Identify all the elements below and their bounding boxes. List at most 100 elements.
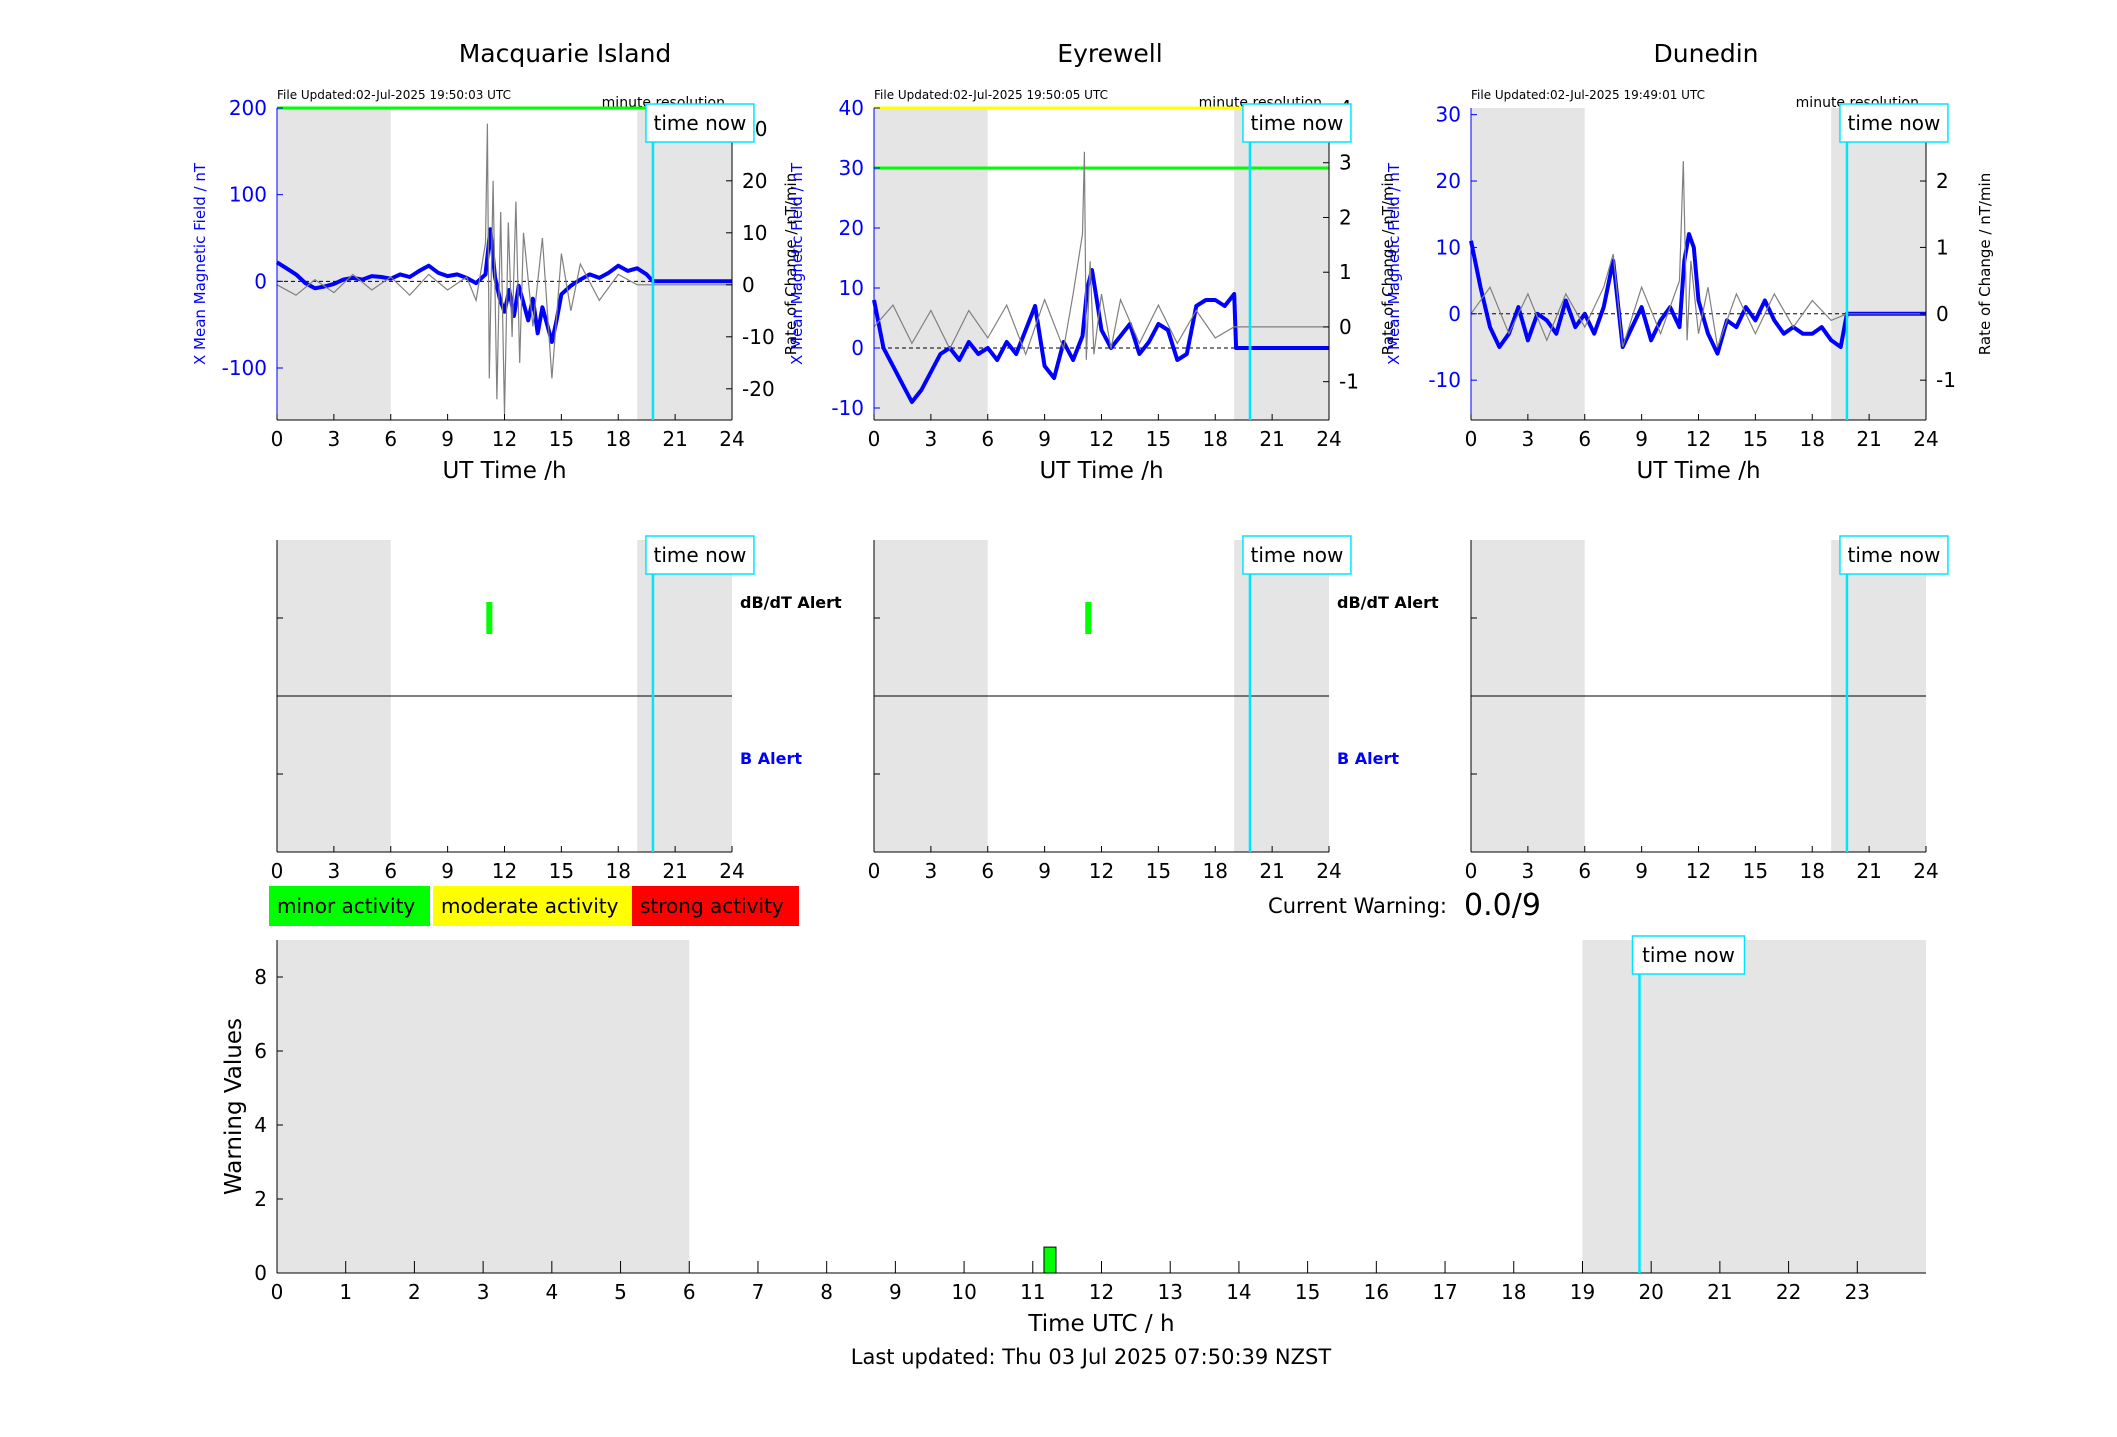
x-tick-label: 18 bbox=[1800, 859, 1825, 883]
x-tick-label: 15 bbox=[1743, 859, 1768, 883]
time-now-box bbox=[1839, 535, 1949, 575]
x-tick-label: 5 bbox=[614, 1280, 627, 1304]
legend-strong-label: strong activity bbox=[640, 894, 784, 918]
x-tick-label: 9 bbox=[1038, 859, 1051, 883]
x-tick-label: 6 bbox=[1578, 427, 1591, 451]
file-updated-eyrewell: File Updated:02-Jul-2025 19:50:05 UTC bbox=[874, 88, 1108, 102]
x-tick-label: 0 bbox=[868, 427, 881, 451]
x-tick-label: 12 bbox=[492, 427, 517, 451]
x-tick-label: 4 bbox=[545, 1280, 558, 1304]
last-updated: Last updated: Thu 03 Jul 2025 07:50:39 N… bbox=[851, 1345, 1332, 1369]
time-now-tag: time now bbox=[1631, 935, 1746, 975]
y-tick-label: 4 bbox=[254, 1113, 267, 1137]
y-tick-label-left: 0 bbox=[254, 269, 267, 293]
x-tick-label: 19 bbox=[1570, 1280, 1595, 1304]
rate-of-change-series bbox=[1470, 161, 1926, 348]
x-tick-label: 3 bbox=[328, 427, 341, 451]
x-tick-label: 3 bbox=[1522, 427, 1535, 451]
legend-minor-label: minor activity bbox=[277, 894, 415, 918]
night-shade bbox=[1471, 108, 1585, 420]
y-tick-label-left: -10 bbox=[1428, 368, 1461, 392]
rate-of-change-series bbox=[276, 123, 732, 415]
y-tick-label-right: -10 bbox=[742, 325, 775, 349]
x-tick-label: 3 bbox=[925, 427, 938, 451]
x-tick-label: 9 bbox=[1635, 859, 1648, 883]
y-tick-label-right: -1 bbox=[1936, 368, 1956, 392]
x-tick-label: 1 bbox=[339, 1280, 352, 1304]
time-now-label: time now bbox=[1848, 543, 1941, 567]
legend-strong-swatch bbox=[632, 886, 799, 926]
time-now-box bbox=[1839, 103, 1949, 143]
x-tick-label: 2 bbox=[408, 1280, 421, 1304]
legend-moderate-swatch bbox=[433, 886, 632, 926]
x-tick-label: 12 bbox=[1089, 427, 1114, 451]
activity-legend: minor activity moderate activity strong … bbox=[269, 886, 799, 926]
time-now-box bbox=[1631, 935, 1746, 975]
x-tick-label: 6 bbox=[683, 1280, 696, 1304]
y-tick-label-left: 0 bbox=[1448, 302, 1461, 326]
time-now-label: time now bbox=[654, 543, 747, 567]
x-tick-label: 14 bbox=[1226, 1280, 1251, 1304]
x-tick-label: 24 bbox=[719, 859, 744, 883]
y-tick-label-left: 200 bbox=[229, 96, 267, 120]
y-tick-label-left: 20 bbox=[1436, 169, 1461, 193]
y-tick-label-right: 10 bbox=[742, 221, 767, 245]
x-tick-label: 12 bbox=[1686, 859, 1711, 883]
y-tick-label-left: -100 bbox=[222, 356, 267, 380]
dbdt-alert-mark bbox=[486, 602, 493, 634]
y-tick-label-right: 1 bbox=[1339, 260, 1352, 284]
x-tick-label: 20 bbox=[1638, 1280, 1663, 1304]
y-tick-label-left: 100 bbox=[229, 183, 267, 207]
x-tick-label: 0 bbox=[271, 427, 284, 451]
x-tick-label: 6 bbox=[384, 427, 397, 451]
y-tick-label-left: 40 bbox=[839, 96, 864, 120]
y-axis-label-left: X Mean Magnetic Field / nT bbox=[191, 162, 209, 365]
time-now-box bbox=[1242, 103, 1352, 143]
x-tick-label: 17 bbox=[1432, 1280, 1457, 1304]
x-tick-label: 22 bbox=[1776, 1280, 1801, 1304]
x-tick-label: 3 bbox=[925, 859, 938, 883]
x-tick-label: 13 bbox=[1157, 1280, 1182, 1304]
dbdt-alert-mark bbox=[1085, 602, 1092, 634]
rate-of-change-series bbox=[873, 151, 1329, 360]
x-tick-label: 12 bbox=[1089, 1280, 1114, 1304]
x-tick-label: 12 bbox=[1686, 427, 1711, 451]
x-tick-label: 15 bbox=[1743, 427, 1768, 451]
b-alert-label-macquarie: B Alert bbox=[740, 749, 802, 768]
y-axis-label-right: Rate of Change / nT/min bbox=[1379, 173, 1397, 355]
x-tick-label: 21 bbox=[662, 859, 687, 883]
station-title-macquarie: Macquarie Island bbox=[459, 39, 672, 68]
current-warning-label: Current Warning: bbox=[1268, 894, 1447, 918]
y-axis-label-left: X Mean Magnetic Field / nT bbox=[788, 162, 806, 365]
time-now-tag: time now bbox=[645, 535, 755, 575]
x-tick-label: 12 bbox=[492, 859, 517, 883]
x-tick-label: 21 bbox=[1259, 859, 1284, 883]
night-shade bbox=[1234, 108, 1329, 420]
x-tick-label: 21 bbox=[1856, 859, 1881, 883]
y-axis-label-left: X Mean Magnetic Field / nT bbox=[1385, 162, 1403, 365]
night-shade bbox=[277, 108, 391, 420]
night-shade bbox=[637, 108, 732, 420]
time-now-tag: time now bbox=[1839, 103, 1949, 143]
x-tick-label: 9 bbox=[1635, 427, 1648, 451]
time-now-tag: time now bbox=[645, 103, 755, 143]
x-tick-label: 15 bbox=[1146, 427, 1171, 451]
night-shade bbox=[1582, 940, 1926, 1273]
dbdt-alert-label-macquarie: dB/dT Alert bbox=[740, 593, 842, 612]
x-tick-label: 8 bbox=[820, 1280, 833, 1304]
y-tick-label-left: -10 bbox=[831, 396, 864, 420]
x-tick-label: 18 bbox=[606, 427, 631, 451]
time-now-label: time now bbox=[1251, 111, 1344, 135]
time-now-tag: time now bbox=[1242, 103, 1352, 143]
x-tick-label: 15 bbox=[1295, 1280, 1320, 1304]
time-now-label: time now bbox=[1642, 943, 1735, 967]
x-tick-label: 24 bbox=[1913, 859, 1938, 883]
y-tick-label-right: 0 bbox=[1339, 315, 1352, 339]
y-tick-label-left: 10 bbox=[1436, 235, 1461, 259]
time-now-box bbox=[645, 535, 755, 575]
time-now-label: time now bbox=[1848, 111, 1941, 135]
